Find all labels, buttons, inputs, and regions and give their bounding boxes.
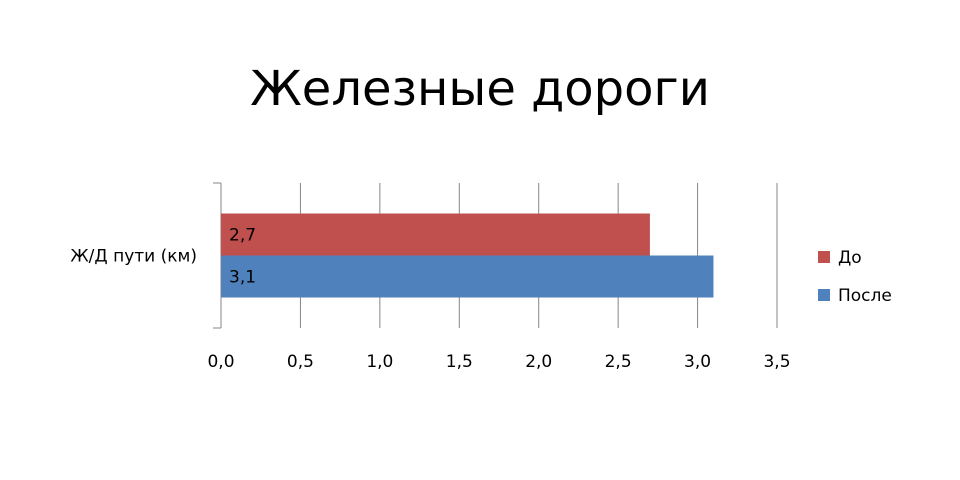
- legend-swatch: [818, 251, 830, 263]
- bar: [221, 255, 714, 298]
- x-tick-label: 3,5: [763, 352, 790, 372]
- data-label: 2,7: [229, 226, 256, 246]
- x-tick-label: 2,0: [525, 352, 552, 372]
- legend-label: После: [838, 286, 892, 306]
- legend-swatch: [818, 289, 830, 301]
- chart-title: Железные дороги: [250, 61, 710, 117]
- legend-label: До: [838, 248, 862, 268]
- x-tick-label: 0,5: [287, 352, 314, 372]
- x-tick-label: 1,0: [366, 352, 393, 372]
- bar: [221, 213, 650, 256]
- x-tick-label: 3,0: [684, 352, 711, 372]
- y-tick-label: Ж/Д пути (км): [70, 247, 197, 267]
- data-label: 3,1: [229, 268, 256, 288]
- x-tick-label: 2,5: [605, 352, 632, 372]
- x-tick-label: 1,5: [446, 352, 473, 372]
- x-tick-label: 0,0: [207, 352, 234, 372]
